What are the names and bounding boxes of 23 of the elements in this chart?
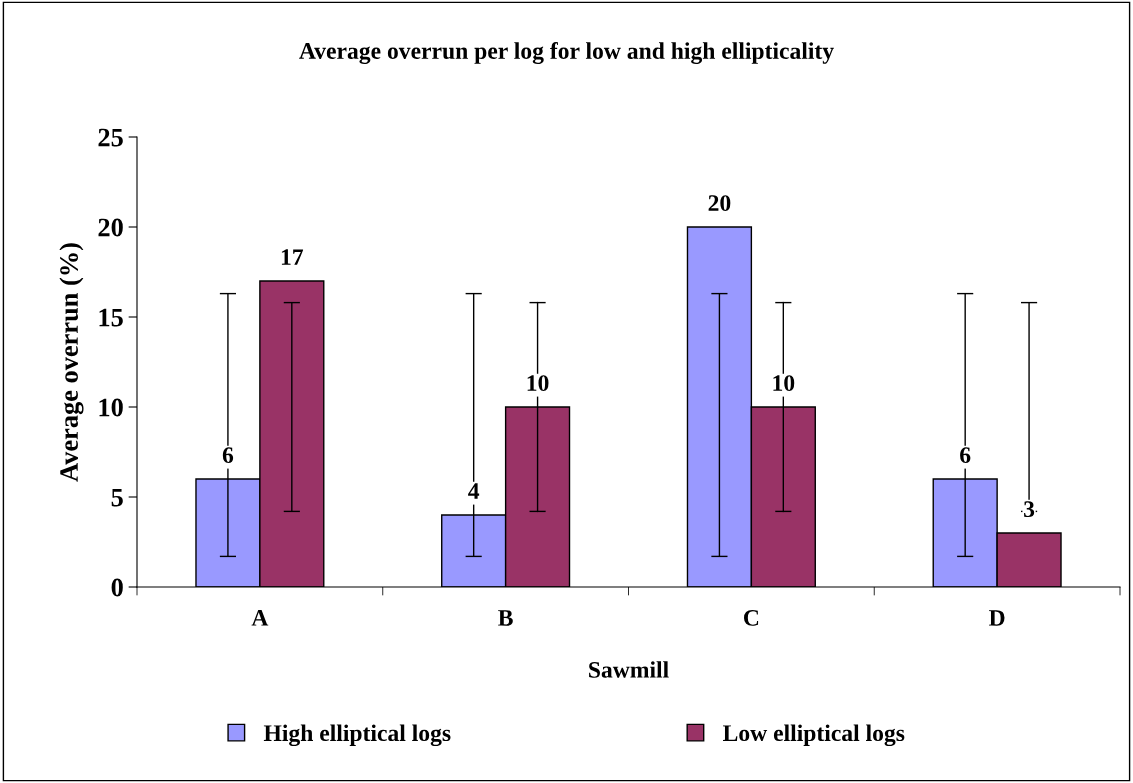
y-tick-label: 25 xyxy=(98,128,123,147)
x-tick-label: C xyxy=(744,609,759,626)
data-label: 6 xyxy=(960,447,971,464)
chart-title: Average overrun per log for low and high ellipticality xyxy=(299,42,834,64)
data-label: 4 xyxy=(468,483,480,499)
data-label: 10 xyxy=(527,375,549,392)
legend-label: Low elliptical logs xyxy=(723,724,905,747)
y-tick-label: 15 xyxy=(99,308,123,327)
data-label: 3 xyxy=(1024,501,1035,518)
data-label: 6 xyxy=(222,447,234,464)
y-tick-label: 10 xyxy=(99,398,123,417)
data-label: 10 xyxy=(773,375,795,392)
x-tick-label: A xyxy=(251,610,269,626)
y-tick-label: 0 xyxy=(111,578,123,597)
y-tick-label: 20 xyxy=(98,218,123,237)
x-axis-title: Sawmill xyxy=(589,661,669,678)
y-axis-title: Average overrun (%) xyxy=(59,243,84,482)
x-tick-label: D xyxy=(989,610,1005,626)
legend-label: High elliptical logs xyxy=(263,724,451,747)
data-label: 20 xyxy=(708,195,731,212)
x-tick-label: B xyxy=(498,610,513,626)
y-tick-label: 5 xyxy=(111,488,123,507)
data-label: 17 xyxy=(281,249,304,265)
